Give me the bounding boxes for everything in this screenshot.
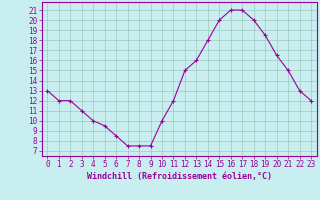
X-axis label: Windchill (Refroidissement éolien,°C): Windchill (Refroidissement éolien,°C) bbox=[87, 172, 272, 181]
